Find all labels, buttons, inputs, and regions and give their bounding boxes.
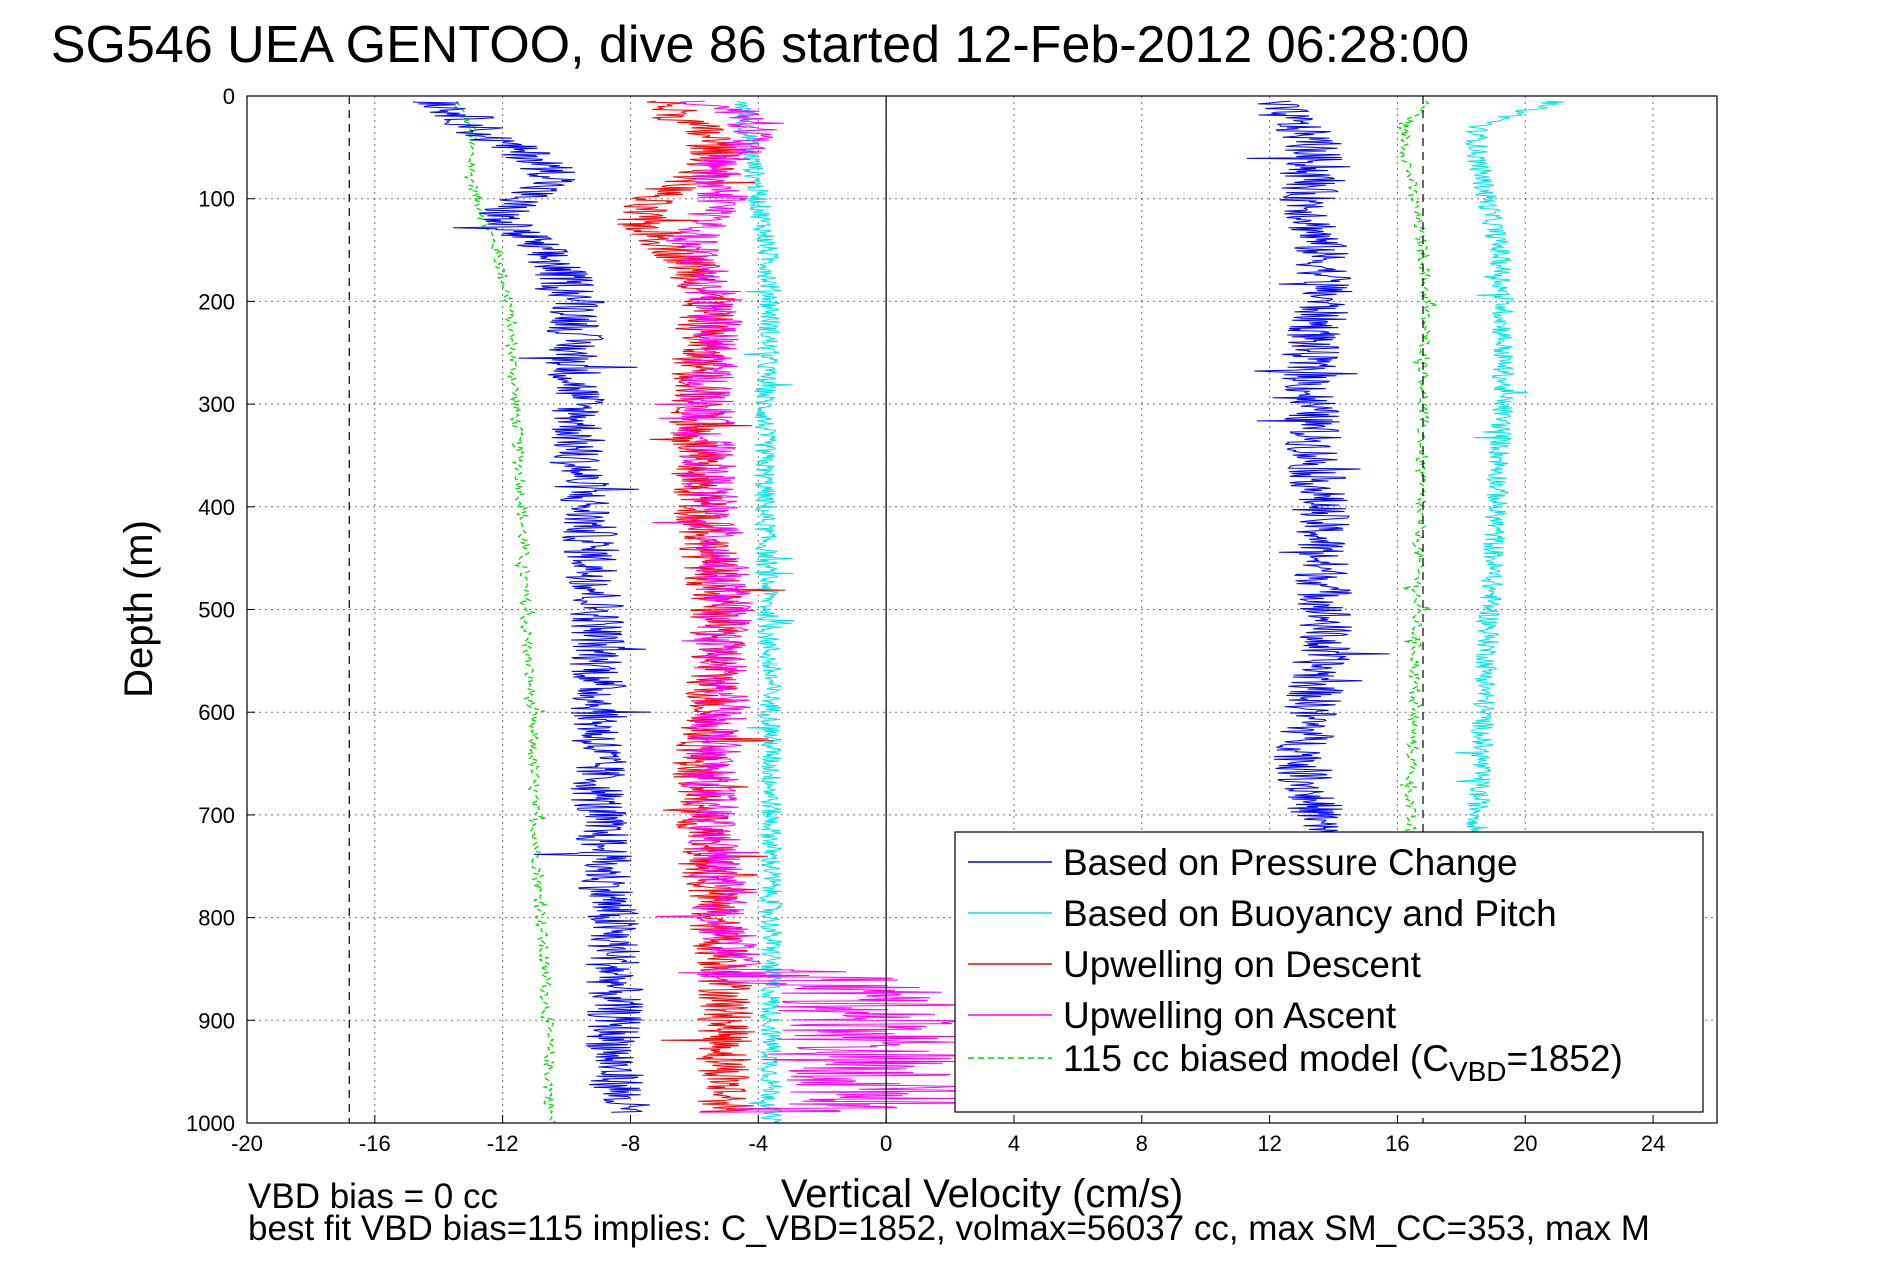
x-tick-label: 4 (1008, 1131, 1020, 1156)
y-tick-label: 900 (198, 1008, 235, 1033)
legend-label: Upwelling on Ascent (1063, 995, 1397, 1036)
vbd-bias-annotation: VBD bias = 0 cc (248, 1177, 498, 1216)
series-line (1246, 100, 1390, 836)
legend-label: 115 cc biased model (CVBD=1852) (1063, 1038, 1623, 1087)
series-line (1455, 100, 1564, 836)
x-tick-label: -4 (749, 1131, 769, 1156)
chart-title: SG546 UEA GENTOO, dive 86 started 12-Feb… (51, 16, 1469, 74)
x-tick-label: 12 (1257, 1131, 1281, 1156)
x-tick-label: 0 (880, 1131, 892, 1156)
y-tick-label: 0 (223, 84, 235, 109)
y-tick-label: 600 (198, 700, 235, 725)
x-tick-label: -16 (359, 1131, 391, 1156)
x-tick-label: -8 (621, 1131, 641, 1156)
y-tick-label: 300 (198, 392, 235, 417)
axis-ticks: -20 -16 -12 -8 -4 0 4 8 12 16 20 24 0 100 200 300 400 500… (186, 84, 1665, 1156)
legend-box (954, 831, 1704, 1113)
y-tick-label: 800 (198, 906, 235, 931)
y-tick-label: 1000 (186, 1111, 235, 1136)
x-tick-label: 8 (1136, 1131, 1148, 1156)
y-tick-label: 400 (198, 495, 235, 520)
series-layer (413, 100, 1564, 1123)
x-tick-label: 20 (1513, 1131, 1537, 1156)
y-tick-label: 100 (198, 187, 235, 212)
series-line (652, 100, 991, 1113)
series-line (452, 100, 557, 1123)
x-tick-label: -20 (231, 1131, 263, 1156)
x-axis-label: Vertical Velocity (cm/s) (781, 1172, 1183, 1216)
legend-label: Based on Pressure Change (1063, 842, 1518, 883)
y-tick-label: 200 (198, 289, 235, 314)
legend-label: Upwelling on Descent (1063, 944, 1422, 985)
x-tick-label: -12 (487, 1131, 519, 1156)
x-tick-label: 16 (1385, 1131, 1409, 1156)
best-fit-annotation: best fit VBD bias=115 implies: C_VBD=185… (248, 1209, 1650, 1248)
series-line (413, 101, 652, 1113)
legend-label: Based on Buoyancy and Pitch (1063, 893, 1557, 934)
y-axis-label: Depth (m) (117, 520, 161, 698)
x-tick-label: 24 (1641, 1131, 1665, 1156)
series-line (1398, 100, 1438, 835)
series-line (734, 100, 794, 1123)
y-tick-label: 500 (198, 598, 235, 623)
y-tick-label: 700 (198, 803, 235, 828)
legend: Based on Pressure Change Based on Buoyanc… (954, 831, 1704, 1113)
